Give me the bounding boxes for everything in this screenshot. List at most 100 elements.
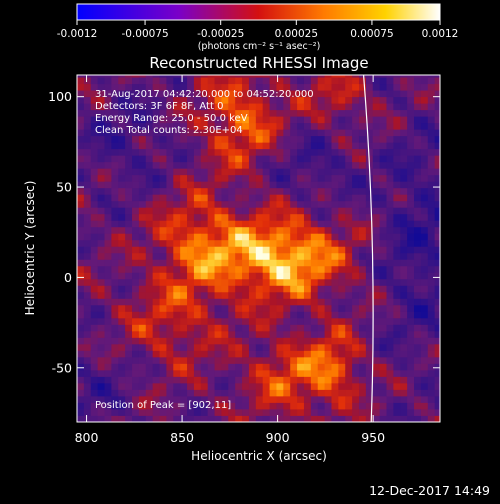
heatmap-cell xyxy=(97,304,105,312)
heatmap-cell xyxy=(255,174,264,182)
heatmap-cell xyxy=(248,278,257,286)
heatmap-cell xyxy=(297,194,305,202)
heatmap-cell xyxy=(407,109,415,117)
heatmap-cell xyxy=(386,213,394,221)
heatmap-cell xyxy=(221,389,229,397)
heatmap-cell xyxy=(90,408,99,416)
heatmap-cell xyxy=(262,161,270,169)
heatmap-cell xyxy=(345,350,353,358)
heatmap-cell xyxy=(97,317,105,325)
heatmap-cell xyxy=(420,226,429,234)
heatmap-cell xyxy=(310,83,319,91)
heatmap-cell xyxy=(200,75,209,78)
heatmap-cell xyxy=(427,337,436,345)
heatmap-cell xyxy=(207,155,215,163)
heatmap-cell xyxy=(365,330,374,338)
heatmap-cell xyxy=(262,382,270,390)
heatmap-cell xyxy=(331,233,339,241)
heatmap-cell xyxy=(379,168,387,176)
heatmap-cell xyxy=(207,239,215,247)
heatmap-cell xyxy=(427,226,436,234)
heatmap-cell xyxy=(269,356,277,364)
heatmap-cell xyxy=(125,122,133,130)
heatmap-cell xyxy=(434,389,440,397)
heatmap-cell xyxy=(187,187,195,195)
heatmap-cell xyxy=(138,181,147,189)
heatmap-cell xyxy=(207,363,215,371)
heatmap-cell xyxy=(193,402,202,410)
heatmap-cell xyxy=(248,220,257,228)
heatmap-cell xyxy=(200,395,209,403)
heatmap-cell xyxy=(132,356,140,364)
heatmap-cell xyxy=(193,376,202,384)
heatmap-cell xyxy=(393,350,401,358)
heatmap-cell xyxy=(379,324,387,332)
heatmap-cell xyxy=(145,337,154,345)
heatmap-cell xyxy=(262,415,270,422)
heatmap-cell xyxy=(365,77,374,85)
heatmap-cell xyxy=(414,122,422,130)
heatmap-cell xyxy=(365,265,374,273)
heatmap-cell xyxy=(228,174,236,182)
heatmap-cell xyxy=(228,207,236,215)
heatmap-cell xyxy=(132,324,140,332)
heatmap-cell xyxy=(358,181,367,189)
heatmap-cell xyxy=(414,330,422,338)
heatmap-cell xyxy=(221,415,229,422)
heatmap-cell xyxy=(345,337,353,345)
heatmap-cell xyxy=(83,116,92,124)
heatmap-cell xyxy=(193,174,202,182)
heatmap-cell xyxy=(118,200,126,208)
heatmap-cell xyxy=(90,194,99,202)
heatmap-cell xyxy=(324,194,332,202)
heatmap-cell xyxy=(379,304,387,312)
heatmap-cell xyxy=(187,272,195,280)
heatmap-cell xyxy=(345,220,353,228)
heatmap-cell xyxy=(235,369,243,377)
heatmap-cell xyxy=(235,246,243,254)
heatmap-cell xyxy=(159,181,167,189)
heatmap-cell xyxy=(90,83,99,91)
heatmap-cell xyxy=(414,356,422,364)
heatmap-cell xyxy=(200,200,209,208)
heatmap-cell xyxy=(386,356,394,364)
heatmap-cell xyxy=(187,174,195,182)
heatmap-cell xyxy=(235,298,243,306)
heatmap-cell xyxy=(310,135,319,143)
heatmap-cell xyxy=(358,376,367,384)
heatmap-cell xyxy=(358,343,367,351)
heatmap-cell xyxy=(310,77,319,85)
heatmap-cell xyxy=(207,246,215,254)
heatmap-cell xyxy=(407,220,415,228)
heatmap-cell xyxy=(358,200,367,208)
heatmap-cell xyxy=(77,220,85,228)
heatmap-cell xyxy=(386,77,394,85)
heatmap-cell xyxy=(407,155,415,163)
heatmap-cell xyxy=(434,291,440,299)
heatmap-cell xyxy=(242,382,250,390)
heatmap-cell xyxy=(118,90,126,98)
heatmap-cell xyxy=(393,116,401,124)
heatmap-cell xyxy=(200,311,209,319)
heatmap-cell xyxy=(83,272,92,280)
heatmap-cell xyxy=(303,259,312,267)
heatmap-cell xyxy=(214,220,222,228)
heatmap-cell xyxy=(200,402,209,410)
heatmap-cell xyxy=(420,174,429,182)
heatmap-cell xyxy=(352,382,360,390)
heatmap-cell xyxy=(407,324,415,332)
heatmap-cell xyxy=(90,350,99,358)
heatmap-cell xyxy=(255,181,264,189)
heatmap-cell xyxy=(132,291,140,299)
heatmap-cell xyxy=(400,395,408,403)
heatmap-cell xyxy=(132,75,140,78)
heatmap-cell xyxy=(420,337,429,345)
heatmap-cell xyxy=(152,194,160,202)
heatmap-cell xyxy=(180,155,188,163)
heatmap-cell xyxy=(393,252,401,260)
heatmap-cell xyxy=(400,194,408,202)
heatmap-cell xyxy=(290,317,298,325)
heatmap-cell xyxy=(358,324,367,332)
heatmap-cell xyxy=(276,148,284,156)
